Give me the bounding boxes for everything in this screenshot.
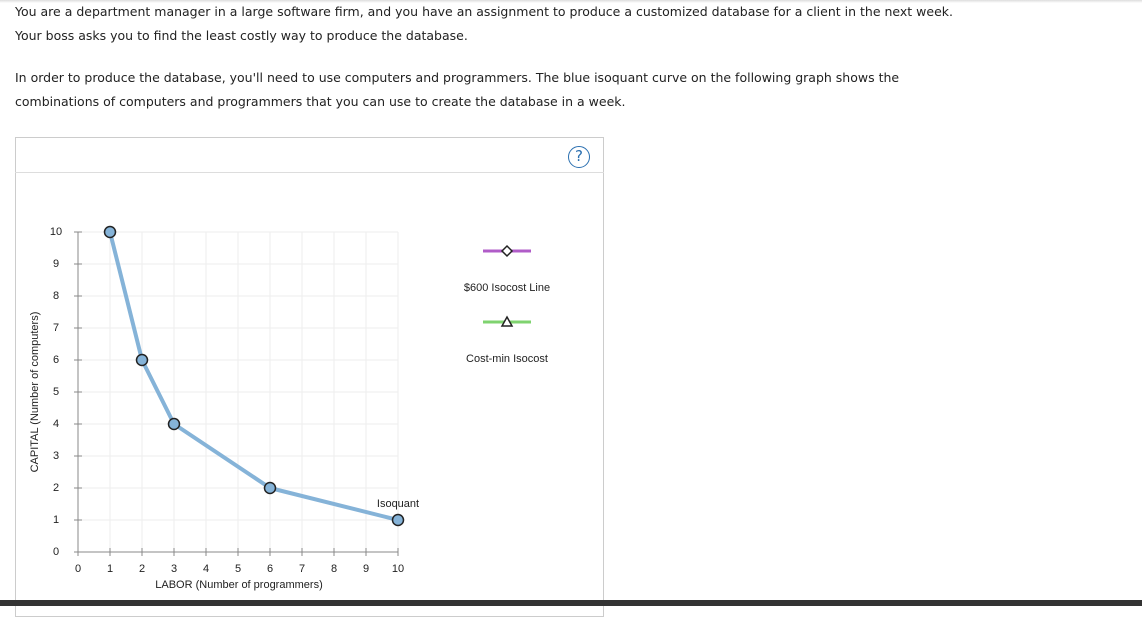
y-tick-label: 5 <box>53 386 59 398</box>
isoquant-point[interactable] <box>263 481 277 495</box>
y-axis-title: CAPITAL (Number of computers) <box>29 312 41 473</box>
x-tick-label: 9 <box>363 563 369 575</box>
isoquant-point[interactable] <box>135 353 149 367</box>
x-tick-label: 4 <box>203 563 209 575</box>
x-tick-label: 7 <box>299 563 305 575</box>
tool-marker[interactable] <box>500 244 514 258</box>
isoquant-line <box>108 231 399 522</box>
isoquant-point[interactable] <box>103 225 117 239</box>
tool-label[interactable]: $600 Isocost Line <box>464 282 550 294</box>
x-tick-label: 10 <box>392 563 404 575</box>
x-tick-label: 2 <box>139 563 145 575</box>
y-tick-label: 8 <box>53 290 59 302</box>
y-tick-label: 6 <box>53 354 59 366</box>
y-tick-label: 1 <box>53 514 59 526</box>
top-bar <box>0 0 1142 3</box>
y-tick-label: 7 <box>53 322 59 334</box>
question-text: In order to produce the database, you'll… <box>15 70 900 85</box>
y-tick-label: 4 <box>53 418 59 430</box>
isoquant-point[interactable] <box>391 513 405 527</box>
series-label: Isoquant <box>377 498 419 510</box>
x-tick-label: 8 <box>331 563 337 575</box>
x-tick-label: 3 <box>171 563 177 575</box>
y-tick-label: 2 <box>53 482 59 494</box>
y-tick-label: 10 <box>50 226 62 238</box>
question-text: Your boss asks you to find the least cos… <box>15 28 468 43</box>
x-tick-label: 6 <box>267 563 273 575</box>
x-tick-label: 1 <box>107 563 113 575</box>
graph-header <box>15 137 604 173</box>
y-tick-label: 0 <box>53 546 59 558</box>
tool-label[interactable]: Cost-min Isocost <box>466 353 548 365</box>
y-tick-label: 3 <box>53 450 59 462</box>
x-axis-title: LABOR (Number of programmers) <box>155 579 323 591</box>
question-text: combinations of computers and programmer… <box>15 94 626 109</box>
bottom-bar <box>0 600 1142 606</box>
question-text: You are a department manager in a large … <box>15 4 953 19</box>
x-tick-label: 5 <box>235 563 241 575</box>
x-tick-label: 0 <box>75 563 81 575</box>
chart: 0 1 2 3 4 5 6 7 8 9 10 0 1 2 3 4 5 6 7 8 9 10 LABOR (Number of… <box>29 225 550 591</box>
isoquant-point[interactable] <box>167 417 181 431</box>
tool-marker[interactable] <box>500 315 514 327</box>
help-button[interactable]: ? <box>568 146 590 168</box>
y-tick-label: 9 <box>53 258 59 270</box>
